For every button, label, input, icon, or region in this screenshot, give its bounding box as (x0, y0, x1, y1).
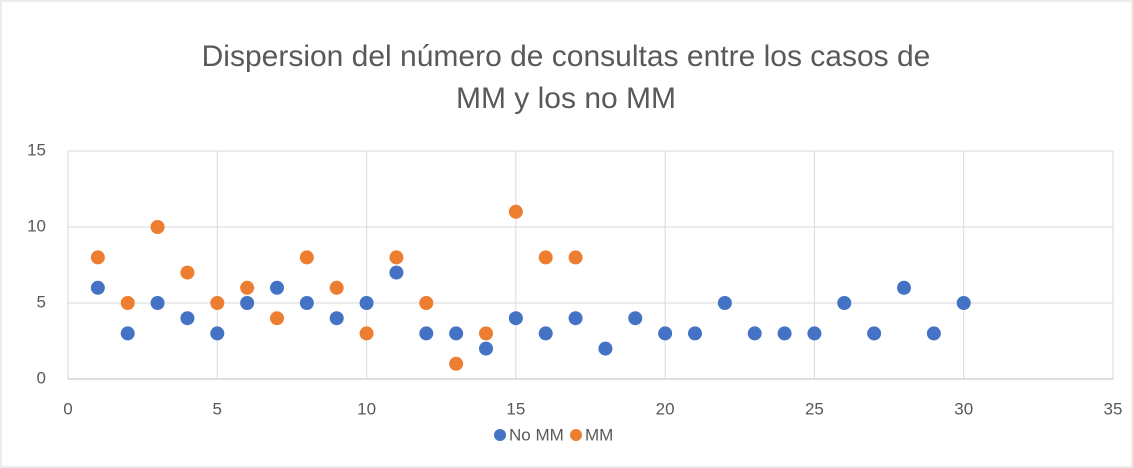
x-tick-label: 30 (954, 399, 973, 418)
point (389, 250, 404, 265)
legend-marker (494, 429, 506, 441)
x-tick-label: 20 (656, 399, 675, 418)
point (777, 326, 792, 341)
point (180, 311, 195, 326)
point (329, 311, 344, 326)
point (120, 296, 135, 310)
point (897, 280, 911, 295)
point (538, 250, 553, 265)
point (807, 326, 822, 341)
point (747, 326, 762, 341)
point (419, 326, 434, 341)
point (628, 311, 643, 326)
point (359, 326, 374, 341)
point (717, 296, 732, 310)
point (210, 326, 225, 341)
chart-title: MM y los no MM (456, 82, 676, 115)
x-tick-label: 0 (63, 399, 72, 418)
point (538, 326, 553, 341)
y-tick-label: 15 (27, 140, 46, 159)
x-tick-label: 35 (1104, 399, 1123, 418)
point (270, 311, 284, 326)
point (508, 204, 523, 219)
point (90, 280, 105, 295)
point (120, 326, 135, 341)
point (598, 341, 613, 356)
point (867, 326, 882, 341)
point (150, 220, 165, 234)
y-tick-label: 0 (37, 368, 46, 387)
point (240, 296, 255, 310)
chart-title: Dispersion del número de consultas entre… (202, 40, 931, 73)
point (210, 296, 225, 310)
y-tick-label: 5 (37, 292, 46, 311)
point (419, 296, 434, 310)
point (359, 296, 374, 310)
legend-label: MM (585, 425, 613, 444)
point (688, 326, 702, 341)
point (956, 296, 971, 310)
point (299, 296, 314, 310)
point (180, 265, 195, 280)
legend-marker (570, 429, 582, 441)
point (270, 280, 284, 295)
point (449, 356, 464, 371)
point (240, 280, 255, 295)
point (508, 311, 523, 326)
point (568, 311, 583, 326)
legend-label: No MM (509, 425, 564, 444)
point (568, 250, 583, 265)
x-tick-label: 5 (213, 399, 222, 418)
x-tick-label: 25 (805, 399, 824, 418)
point (329, 280, 344, 295)
y-tick-label: 10 (27, 216, 46, 235)
point (479, 341, 493, 356)
point (449, 326, 464, 341)
point (150, 296, 165, 310)
point (926, 326, 941, 341)
point (389, 265, 404, 280)
point (479, 326, 493, 341)
x-tick-label: 15 (506, 399, 525, 418)
point (837, 296, 852, 310)
point (658, 326, 673, 341)
x-tick-label: 10 (357, 399, 376, 418)
point (299, 250, 314, 265)
point (90, 250, 105, 265)
